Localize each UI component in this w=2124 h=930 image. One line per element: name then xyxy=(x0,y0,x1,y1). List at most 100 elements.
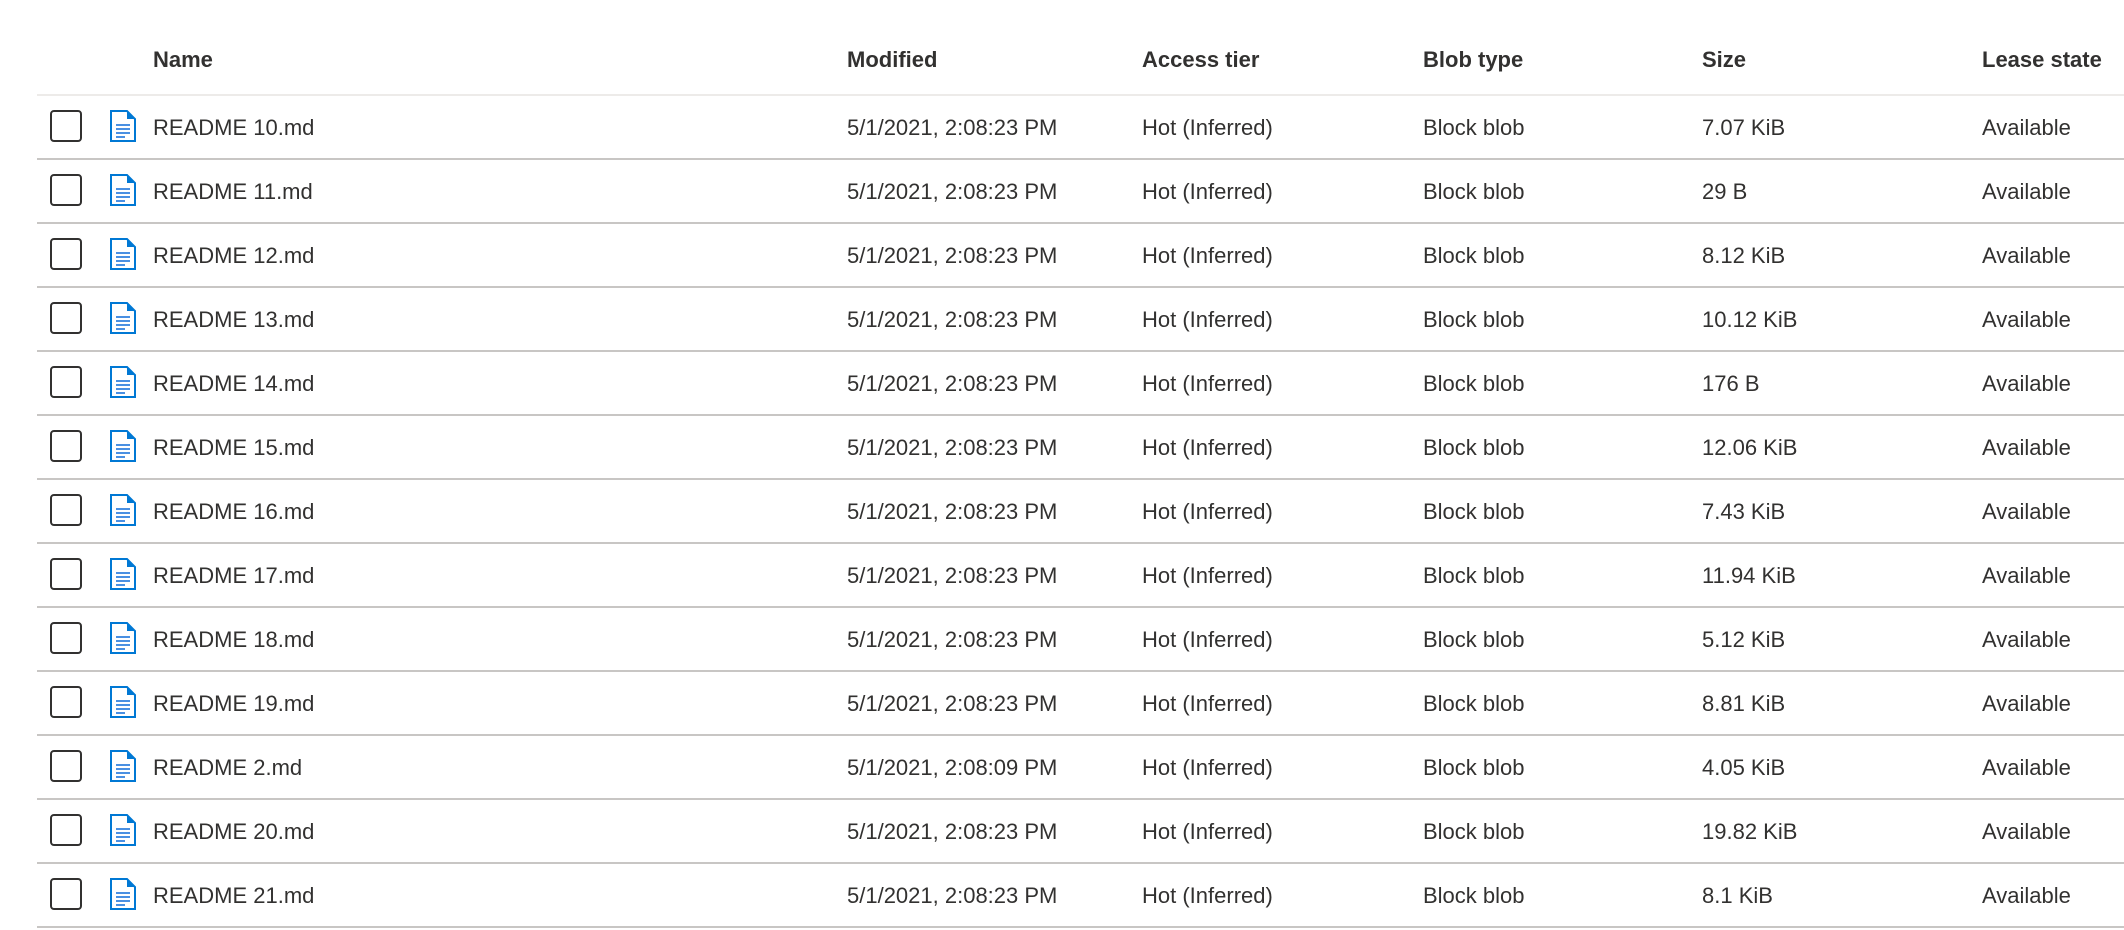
lease-state-cell: Available xyxy=(1982,115,2071,140)
size-cell: 8.12 KiB xyxy=(1702,243,1786,268)
blob-list: Name Modified Access tier Blob type Size… xyxy=(37,0,2124,928)
column-header-lease-state[interactable]: Lease state xyxy=(1982,47,2102,72)
modified-cell: 5/1/2021, 2:08:23 PM xyxy=(847,563,1058,588)
document-icon xyxy=(110,622,136,654)
lease-state-cell: Available xyxy=(1982,563,2071,588)
modified-cell: 5/1/2021, 2:08:09 PM xyxy=(847,755,1058,780)
size-cell: 7.43 KiB xyxy=(1702,499,1786,524)
lease-state-cell: Available xyxy=(1982,819,2071,844)
access-tier-cell: Hot (Inferred) xyxy=(1142,883,1273,908)
document-icon xyxy=(110,494,136,526)
size-cell: 8.1 KiB xyxy=(1702,883,1773,908)
table-row[interactable]: README 2.md 5/1/2021, 2:08:09 PM Hot (Infe… xyxy=(37,736,2124,800)
blob-name-link[interactable]: README 10.md xyxy=(153,115,315,140)
table-row[interactable]: README 20.md 5/1/2021, 2:08:23 PM Hot (Inf… xyxy=(37,800,2124,864)
document-icon xyxy=(110,878,136,910)
table-row[interactable]: README 17.md 5/1/2021, 2:08:23 PM Hot (Inf… xyxy=(37,544,2124,608)
modified-cell: 5/1/2021, 2:08:23 PM xyxy=(847,627,1058,652)
document-icon xyxy=(110,686,136,718)
column-header-modified[interactable]: Modified xyxy=(847,47,938,72)
table-row[interactable]: README 19.md 5/1/2021, 2:08:23 PM Hot (Inf… xyxy=(37,672,2124,736)
access-tier-cell: Hot (Inferred) xyxy=(1142,755,1273,780)
column-header-access-tier[interactable]: Access tier xyxy=(1142,47,1260,72)
lease-state-cell: Available xyxy=(1982,691,2071,716)
access-tier-cell: Hot (Inferred) xyxy=(1142,563,1273,588)
modified-cell: 5/1/2021, 2:08:23 PM xyxy=(847,115,1058,140)
blob-type-cell: Block blob xyxy=(1423,499,1525,524)
column-header-row: Name Modified Access tier Blob type Size… xyxy=(37,0,2124,96)
document-icon xyxy=(110,366,136,398)
lease-state-cell: Available xyxy=(1982,883,2071,908)
table-row[interactable]: README 10.md 5/1/2021, 2:08:23 PM Hot (Inf… xyxy=(37,96,2124,160)
row-checkbox[interactable] xyxy=(50,430,82,462)
row-checkbox[interactable] xyxy=(50,110,82,142)
size-cell: 5.12 KiB xyxy=(1702,627,1786,652)
size-cell: 11.94 KiB xyxy=(1702,563,1796,588)
blob-name-link[interactable]: README 21.md xyxy=(153,883,315,908)
modified-cell: 5/1/2021, 2:08:23 PM xyxy=(847,499,1058,524)
access-tier-cell: Hot (Inferred) xyxy=(1142,179,1273,204)
size-cell: 19.82 KiB xyxy=(1702,819,1798,844)
blob-type-cell: Block blob xyxy=(1423,691,1525,716)
row-checkbox[interactable] xyxy=(50,494,82,526)
column-header-size[interactable]: Size xyxy=(1702,47,1747,72)
row-checkbox[interactable] xyxy=(50,174,82,206)
lease-state-cell: Available xyxy=(1982,179,2071,204)
blob-type-cell: Block blob xyxy=(1423,755,1525,780)
document-icon xyxy=(110,110,136,142)
size-cell: 29 B xyxy=(1702,179,1748,204)
blob-name-link[interactable]: README 14.md xyxy=(153,371,315,396)
modified-cell: 5/1/2021, 2:08:23 PM xyxy=(847,307,1058,332)
row-checkbox[interactable] xyxy=(50,238,82,270)
row-checkbox[interactable] xyxy=(50,814,82,846)
access-tier-cell: Hot (Inferred) xyxy=(1142,371,1273,396)
lease-state-cell: Available xyxy=(1982,243,2071,268)
table-row[interactable]: README 18.md 5/1/2021, 2:08:23 PM Hot (Inf… xyxy=(37,608,2124,672)
row-checkbox[interactable] xyxy=(50,558,82,590)
row-checkbox[interactable] xyxy=(50,622,82,654)
blob-name-link[interactable]: README 19.md xyxy=(153,691,315,716)
row-checkbox[interactable] xyxy=(50,366,82,398)
modified-cell: 5/1/2021, 2:08:23 PM xyxy=(847,243,1058,268)
document-icon xyxy=(110,174,136,206)
blob-name-link[interactable]: README 12.md xyxy=(153,243,315,268)
blob-name-link[interactable]: README 11.md xyxy=(153,179,313,204)
row-checkbox[interactable] xyxy=(50,686,82,718)
modified-cell: 5/1/2021, 2:08:23 PM xyxy=(847,819,1058,844)
modified-cell: 5/1/2021, 2:08:23 PM xyxy=(847,883,1058,908)
size-cell: 8.81 KiB xyxy=(1702,691,1786,716)
column-header-name[interactable]: Name xyxy=(153,47,213,72)
table-row[interactable]: README 12.md 5/1/2021, 2:08:23 PM Hot (Inf… xyxy=(37,224,2124,288)
blob-name-link[interactable]: README 13.md xyxy=(153,307,315,332)
modified-cell: 5/1/2021, 2:08:23 PM xyxy=(847,179,1058,204)
table-row[interactable]: README 11.md 5/1/2021, 2:08:23 PM Hot (Inf… xyxy=(37,160,2124,224)
access-tier-cell: Hot (Inferred) xyxy=(1142,115,1273,140)
table-row[interactable]: README 21.md 5/1/2021, 2:08:23 PM Hot (Inf… xyxy=(37,864,2124,928)
table-row[interactable]: README 16.md 5/1/2021, 2:08:23 PM Hot (Inf… xyxy=(37,480,2124,544)
blob-name-link[interactable]: README 15.md xyxy=(153,435,315,460)
document-icon xyxy=(110,814,136,846)
blob-type-cell: Block blob xyxy=(1423,371,1525,396)
row-checkbox[interactable] xyxy=(50,878,82,910)
blob-type-cell: Block blob xyxy=(1423,883,1525,908)
blob-rows: README 10.md 5/1/2021, 2:08:23 PM Hot (Inf… xyxy=(37,96,2124,928)
blob-type-cell: Block blob xyxy=(1423,563,1525,588)
blob-name-link[interactable]: README 20.md xyxy=(153,819,315,844)
table-row[interactable]: README 15.md 5/1/2021, 2:08:23 PM Hot (Inf… xyxy=(37,416,2124,480)
modified-cell: 5/1/2021, 2:08:23 PM xyxy=(847,435,1058,460)
blob-name-link[interactable]: README 18.md xyxy=(153,627,315,652)
document-icon xyxy=(110,558,136,590)
table-row[interactable]: README 13.md 5/1/2021, 2:08:23 PM Hot (Inf… xyxy=(37,288,2124,352)
row-checkbox[interactable] xyxy=(50,750,82,782)
access-tier-cell: Hot (Inferred) xyxy=(1142,627,1273,652)
blob-name-link[interactable]: README 2.md xyxy=(153,755,303,780)
blob-name-link[interactable]: README 17.md xyxy=(153,563,315,588)
size-cell: 4.05 KiB xyxy=(1702,755,1786,780)
blob-type-cell: Block blob xyxy=(1423,307,1525,332)
size-cell: 12.06 KiB xyxy=(1702,435,1798,460)
table-row[interactable]: README 14.md 5/1/2021, 2:08:23 PM Hot (Inf… xyxy=(37,352,2124,416)
blob-name-link[interactable]: README 16.md xyxy=(153,499,315,524)
row-checkbox[interactable] xyxy=(50,302,82,334)
column-header-blob-type[interactable]: Blob type xyxy=(1423,47,1524,72)
lease-state-cell: Available xyxy=(1982,755,2071,780)
